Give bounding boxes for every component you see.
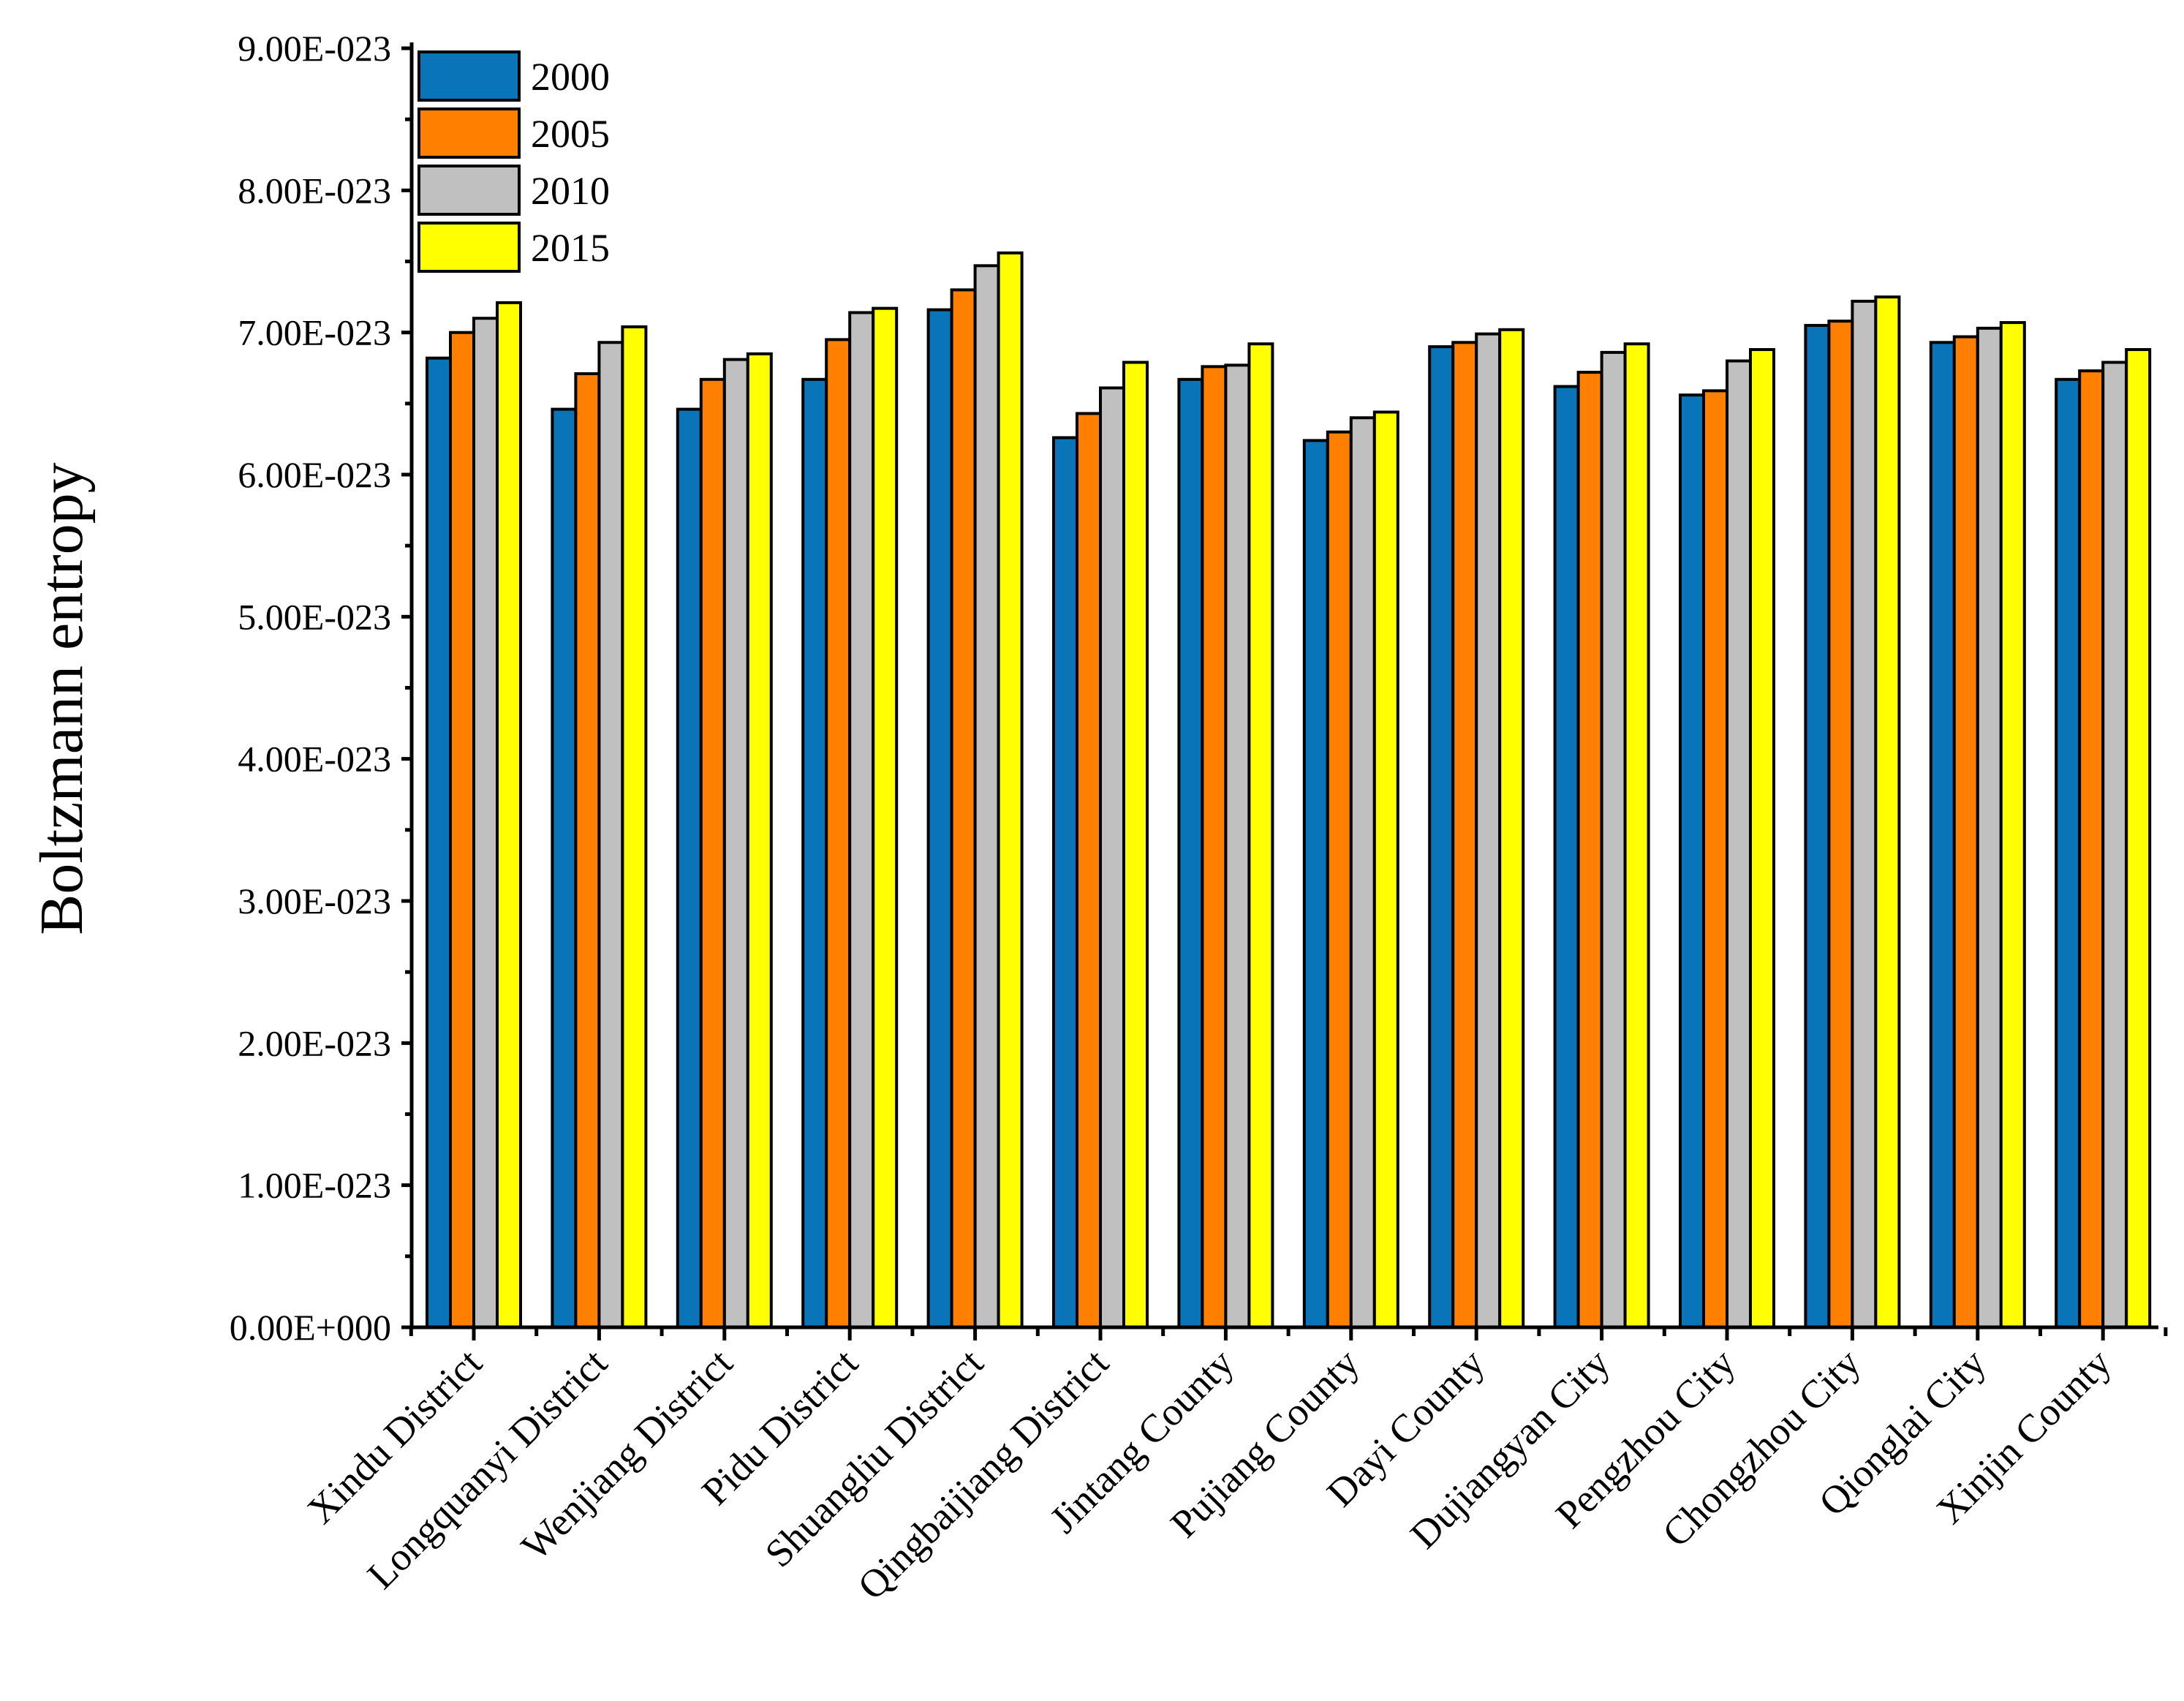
bar-2000-pujiang-county: [1302, 439, 1329, 1329]
bar-2000-chongzhou-city: [1804, 323, 1831, 1330]
legend-label-2005: 2005: [531, 112, 610, 156]
bar-2010-shuangliu-district: [973, 264, 1000, 1330]
bar-2015-longquanyi-district: [621, 325, 648, 1330]
bar-2015-jintang-county: [1247, 342, 1274, 1329]
bar-2000-qionglai-city: [1929, 341, 1956, 1329]
bar-2010-chongzhou-city: [1851, 299, 1878, 1329]
y-ticks: 0.00E+000 1.00E-023 2.00E-023 3.00E-023 4.00…: [230, 28, 412, 1348]
y-tick-label: 8.00E-023: [238, 170, 391, 211]
bar-2015-xinjin-county: [2125, 347, 2152, 1329]
bar-2015-chongzhou-city: [1874, 295, 1901, 1329]
bar-2000-xinjin-county: [2055, 377, 2082, 1330]
legend-label-2010: 2010: [531, 169, 610, 213]
bar-2005-xindu-district: [449, 331, 475, 1330]
bar-2005-qingbaijiang-district: [1076, 412, 1102, 1329]
bars-layer: [426, 251, 2152, 1330]
y-tick-label: 4.00E-023: [238, 739, 391, 780]
bar-2015-wenjiang-district: [746, 352, 773, 1330]
bar-2005-pengzhou-city: [1702, 389, 1728, 1329]
bar-2005-pidu-district: [825, 338, 852, 1330]
legend-swatch-2005: [417, 108, 521, 159]
bar-2000-jintang-county: [1177, 377, 1204, 1330]
legend-swatch-2015: [417, 222, 521, 273]
bar-2005-chongzhou-city: [1827, 320, 1854, 1329]
y-axis-title: Boltzmann entropy: [28, 462, 96, 935]
bar-2010-longquanyi-district: [597, 341, 624, 1329]
bar-2000-pidu-district: [801, 377, 828, 1330]
bar-2005-xinjin-county: [2078, 369, 2105, 1329]
y-tick-label: 0.00E+000: [230, 1307, 391, 1348]
bar-2010-xindu-district: [472, 317, 499, 1330]
bar-2000-longquanyi-district: [551, 407, 578, 1329]
bar-2005-shuangliu-district: [950, 288, 977, 1329]
bar-2005-wenjiang-district: [699, 377, 726, 1330]
bar-2015-qingbaijiang-district: [1122, 361, 1149, 1329]
legend-swatch-2000: [417, 50, 521, 102]
legend-swatch-2010: [417, 165, 521, 216]
bar-2005-qionglai-city: [1952, 335, 1979, 1329]
bar-2000-qingbaijiang-district: [1052, 436, 1078, 1329]
bar-2000-dayi-county: [1428, 345, 1455, 1330]
bar-2015-pengzhou-city: [1749, 347, 1775, 1329]
y-tick-label: 5.00E-023: [238, 596, 391, 637]
bar-2015-qionglai-city: [1999, 321, 2026, 1329]
bar-2005-jintang-county: [1201, 365, 1228, 1330]
bar-2005-dujiangyan-city: [1576, 371, 1603, 1330]
y-tick-label: 2.00E-023: [238, 1022, 391, 1063]
bar-2010-dujiangyan-city: [1600, 350, 1627, 1330]
y-tick-label: 1.00E-023: [238, 1165, 391, 1206]
bar-2015-dayi-county: [1498, 328, 1525, 1329]
y-tick-label: 9.00E-023: [238, 28, 391, 69]
y-tick-label: 3.00E-023: [238, 880, 391, 921]
legend: 2000 2005 2010 2015: [417, 50, 610, 273]
bar-2010-qionglai-city: [1976, 326, 2003, 1329]
bar-2015-shuangliu-district: [997, 251, 1024, 1330]
bar-2010-pidu-district: [848, 311, 875, 1330]
bar-2010-qingbaijiang-district: [1099, 386, 1125, 1329]
bar-2010-pujiang-county: [1349, 416, 1376, 1329]
bar-2005-pujiang-county: [1326, 430, 1353, 1330]
legend-label-2000: 2000: [531, 55, 610, 99]
bar-2000-pengzhou-city: [1679, 393, 1705, 1329]
bar-2010-wenjiang-district: [722, 358, 749, 1330]
bar-2015-xindu-district: [496, 301, 522, 1329]
bar-2000-xindu-district: [426, 356, 452, 1330]
y-tick-label: 7.00E-023: [238, 312, 391, 353]
bar-2015-pidu-district: [872, 306, 899, 1329]
bar-2010-jintang-county: [1224, 363, 1251, 1330]
x-category-label: Longquanyi District: [359, 1340, 616, 1597]
bar-2005-longquanyi-district: [574, 372, 601, 1330]
bar-2010-dayi-county: [1475, 332, 1502, 1329]
bar-2010-pengzhou-city: [1726, 359, 1752, 1329]
legend-label-2015: 2015: [531, 226, 610, 270]
bar-2005-dayi-county: [1451, 341, 1478, 1329]
bar-2010-xinjin-county: [2101, 361, 2128, 1329]
bar-2015-dujiangyan-city: [1623, 342, 1650, 1329]
bar-2000-shuangliu-district: [926, 308, 953, 1329]
x-category-label: Shuangliu District: [757, 1340, 991, 1575]
bar-2000-wenjiang-district: [676, 407, 703, 1329]
y-tick-label: 6.00E-023: [238, 454, 391, 495]
bar-2000-dujiangyan-city: [1553, 385, 1580, 1329]
bar-2015-pujiang-county: [1372, 410, 1399, 1330]
x-category-label: Wenjiang District: [513, 1340, 741, 1569]
